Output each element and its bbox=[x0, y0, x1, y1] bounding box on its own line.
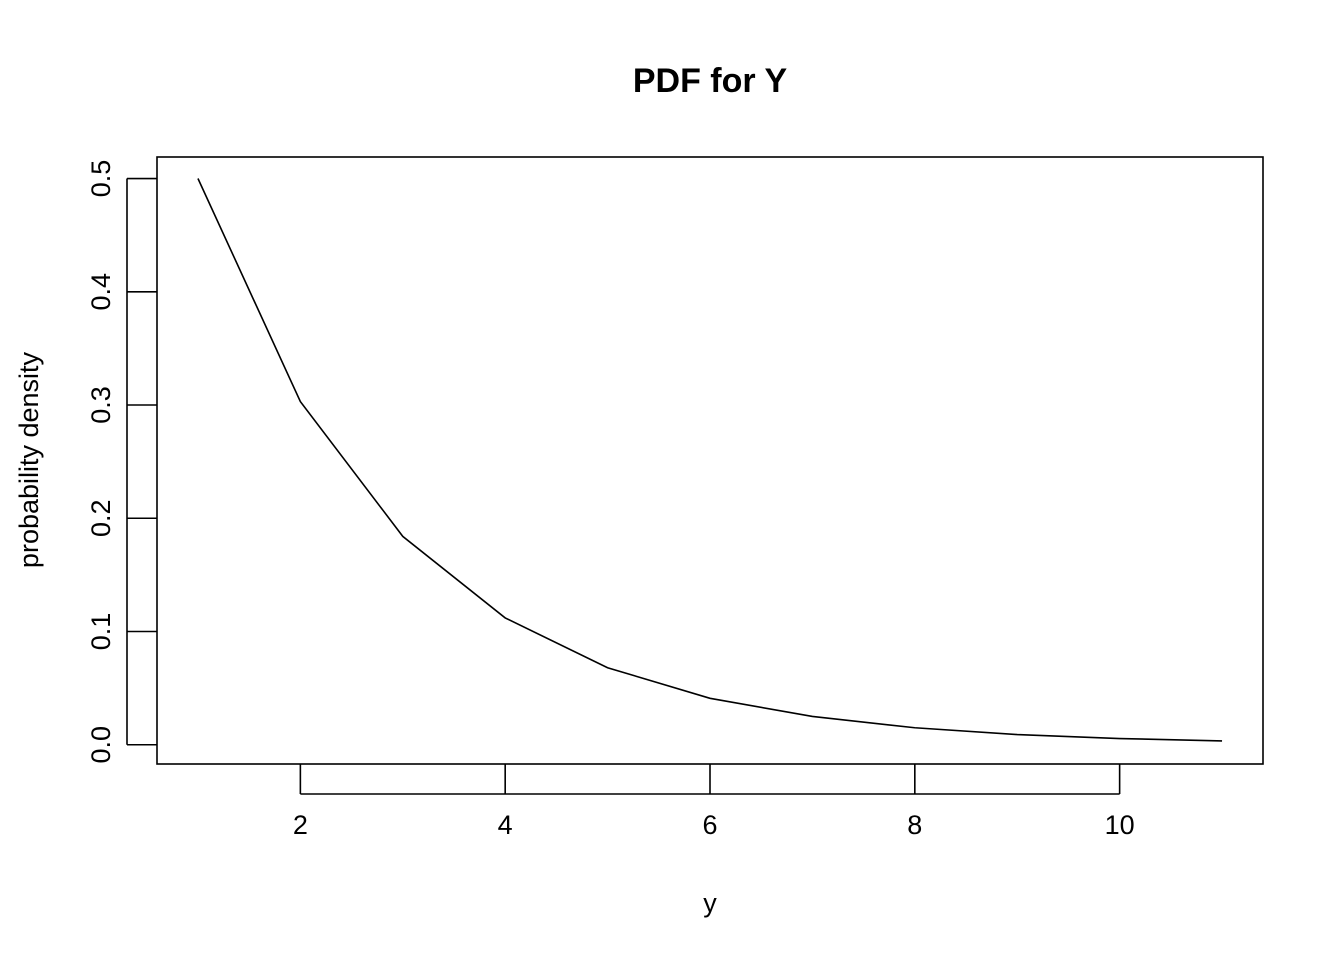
y-axis-label: probability density bbox=[14, 351, 44, 568]
y-axis: 0.0 0.1 0.2 0.3 0.4 0.5 bbox=[86, 160, 157, 764]
y-tick-label: 0.3 bbox=[86, 386, 116, 424]
y-tick-label: 0.2 bbox=[86, 499, 116, 537]
x-tick-label: 8 bbox=[907, 810, 922, 840]
chart-title: PDF for Y bbox=[633, 62, 788, 100]
x-tick-label: 2 bbox=[293, 810, 308, 840]
x-tick-label: 4 bbox=[498, 810, 513, 840]
x-tick-label: 10 bbox=[1105, 810, 1135, 840]
x-tick-label: 6 bbox=[702, 810, 717, 840]
y-tick-label: 0.0 bbox=[86, 726, 116, 764]
series-line bbox=[197, 178, 1223, 742]
x-axis-label: y bbox=[703, 888, 717, 918]
series-group bbox=[197, 178, 1223, 742]
y-tick-label: 0.1 bbox=[86, 613, 116, 651]
y-tick-label: 0.5 bbox=[86, 160, 116, 198]
y-tick-label: 0.4 bbox=[86, 273, 116, 311]
plot-frame bbox=[156, 156, 1264, 765]
x-axis: 2 4 6 8 10 bbox=[293, 764, 1135, 840]
